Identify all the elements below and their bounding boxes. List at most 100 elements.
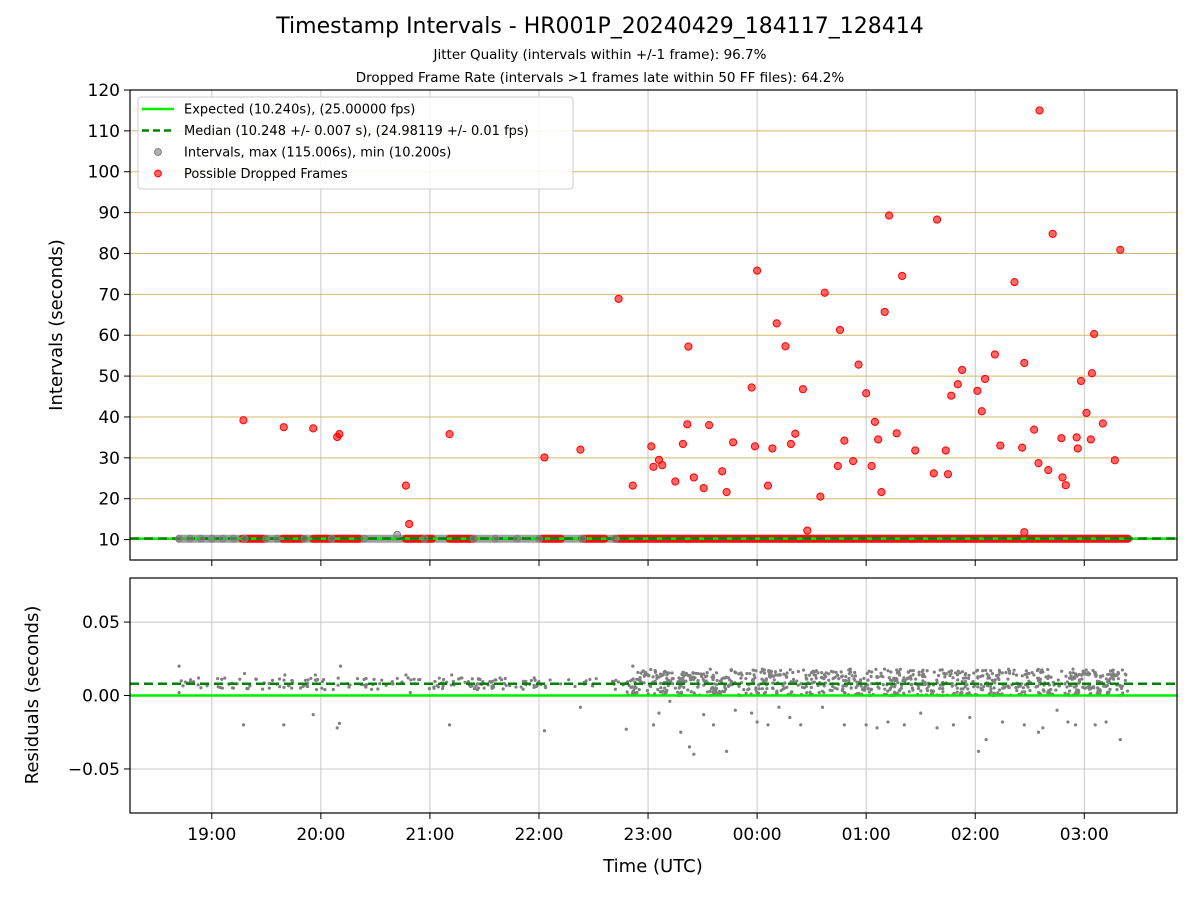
residual-point <box>859 684 863 688</box>
residual-point <box>245 687 249 691</box>
interval-point <box>240 534 249 543</box>
residual-point <box>843 691 847 695</box>
residual-point <box>827 678 831 682</box>
residual-point <box>668 699 672 703</box>
interval-point <box>327 534 336 543</box>
residual-point <box>711 690 715 694</box>
residual-point <box>777 705 781 709</box>
residual-point <box>676 690 680 694</box>
residual-point <box>1120 668 1125 672</box>
dropped-frame-point <box>649 462 658 471</box>
residual-point <box>686 688 690 692</box>
residual-point <box>956 669 960 673</box>
residual-point <box>1077 672 1081 677</box>
residual-point <box>757 687 761 691</box>
residual-point <box>594 677 598 681</box>
residual-point <box>882 667 887 671</box>
residual-point <box>783 681 787 685</box>
residual-point <box>298 686 303 690</box>
dropped-frame-point <box>1020 358 1029 368</box>
residual-point <box>588 677 592 681</box>
residual-point <box>427 687 431 691</box>
dropped-frame-point <box>540 453 549 462</box>
dropped-frame-point <box>977 407 986 416</box>
dropped-frame-point <box>1086 435 1095 444</box>
residual-point <box>692 752 696 756</box>
residual-point <box>893 685 897 689</box>
legend-point-swatch <box>154 148 162 156</box>
residual-point <box>532 683 536 688</box>
residual-point <box>559 682 563 686</box>
residual-point <box>719 679 723 683</box>
residual-point <box>776 673 780 677</box>
residual-point <box>1032 673 1036 677</box>
dropped-frame-point <box>947 391 956 400</box>
residual-point <box>811 669 815 673</box>
residual-point <box>886 689 890 693</box>
residual-point <box>409 678 413 682</box>
residual-point <box>723 676 727 680</box>
residual-point <box>637 687 641 692</box>
residual-point <box>323 687 327 692</box>
residual-point <box>1060 669 1064 673</box>
residual-point <box>711 675 716 679</box>
residual-point <box>791 670 795 675</box>
residual-point <box>1028 688 1032 693</box>
residual-point <box>645 689 650 693</box>
residual-point <box>270 678 275 682</box>
residual-point <box>920 674 925 679</box>
dropped-frame-point <box>1082 408 1091 417</box>
residual-point <box>220 677 224 681</box>
residual-point <box>290 678 294 683</box>
interval-point <box>262 534 271 543</box>
dropped-frame-point <box>647 442 656 451</box>
residual-point <box>754 669 758 673</box>
residual-point <box>814 676 818 680</box>
y-tick-label: 40 <box>98 408 120 428</box>
dropped-frame-point <box>990 350 999 359</box>
residual-point <box>771 681 775 685</box>
residual-point <box>774 673 778 677</box>
residual-point <box>715 678 719 683</box>
residual-point <box>1056 678 1060 682</box>
residual-point <box>1063 691 1067 695</box>
chart-title: Timestamp Intervals - HR001P_20240429_18… <box>276 14 924 39</box>
dropped-frame-point <box>820 288 829 297</box>
residual-point <box>834 670 838 674</box>
residual-point <box>1108 687 1112 691</box>
residual-point <box>867 690 871 694</box>
interval-point <box>273 534 282 543</box>
residual-point <box>685 673 689 677</box>
residual-point <box>847 676 851 680</box>
residual-point <box>1064 674 1068 678</box>
residual-point <box>355 677 360 681</box>
residual-point <box>951 676 955 680</box>
residual-point <box>813 673 818 678</box>
residual-point <box>876 675 880 679</box>
residual-point <box>1014 673 1019 677</box>
interval-point <box>175 534 183 543</box>
residual-point <box>822 684 826 688</box>
residual-point <box>542 729 547 733</box>
residual-point <box>902 691 906 695</box>
residual-point <box>755 720 759 724</box>
residual-point <box>890 679 894 683</box>
residual-point <box>678 684 682 689</box>
residual-point <box>788 715 792 720</box>
dropped-frame-point <box>884 211 894 220</box>
dropped-frame-point <box>958 365 967 375</box>
residual-point <box>1068 671 1072 675</box>
residual-point <box>1003 685 1007 689</box>
residual-point <box>1094 673 1098 677</box>
residual-point <box>902 676 906 680</box>
residual-point <box>994 673 999 678</box>
dropped-frame-point <box>862 389 871 398</box>
residual-point <box>831 676 835 681</box>
dropped-frame-point <box>1034 459 1043 468</box>
residual-point <box>651 675 655 679</box>
dropped-frame-point <box>877 488 886 497</box>
residual-point <box>737 684 741 688</box>
dropped-frame-point <box>835 325 845 335</box>
residual-point <box>1095 679 1099 683</box>
residual-point <box>979 682 983 687</box>
